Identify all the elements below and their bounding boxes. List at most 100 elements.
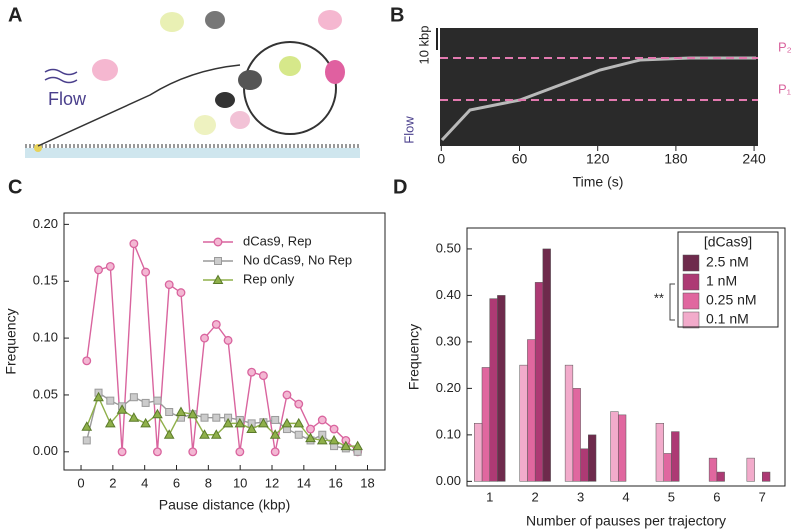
data-point bbox=[270, 447, 280, 457]
schematic bbox=[25, 10, 360, 158]
bar bbox=[580, 448, 589, 482]
x-tick-label: 10 bbox=[233, 475, 247, 490]
legend-label: No dCas9, No Rep bbox=[243, 252, 352, 267]
flow-label: Flow bbox=[401, 116, 416, 144]
y-tick-label: 0.30 bbox=[436, 333, 461, 348]
series-line bbox=[86, 243, 359, 453]
data-point bbox=[129, 239, 139, 249]
data-point bbox=[352, 440, 363, 451]
bar bbox=[497, 295, 506, 482]
panel-label: C bbox=[8, 176, 22, 198]
panel-label: A bbox=[8, 4, 22, 26]
data-point bbox=[187, 408, 199, 419]
data-point bbox=[140, 417, 151, 428]
data-point bbox=[200, 333, 209, 343]
x-tick-label: 180 bbox=[664, 151, 688, 167]
data-point bbox=[176, 288, 186, 298]
data-point bbox=[152, 408, 163, 419]
legend-swatch bbox=[682, 254, 700, 272]
x-tick-label: 6 bbox=[173, 475, 180, 490]
data-point bbox=[81, 421, 93, 431]
x-tick-label: 4 bbox=[622, 489, 629, 504]
y-axis-label: Frequency bbox=[406, 324, 422, 390]
x-tick-label: 60 bbox=[512, 151, 528, 167]
data-point bbox=[306, 424, 315, 434]
x-axis-label: Number of pauses per trajectory bbox=[526, 513, 726, 529]
y-axis-label: Frequency bbox=[3, 308, 19, 374]
x-tick-label: 1 bbox=[486, 489, 493, 504]
data-point bbox=[210, 429, 222, 439]
data-point bbox=[153, 396, 162, 405]
plot-frame bbox=[466, 227, 786, 487]
kymograph bbox=[440, 28, 758, 146]
data-point bbox=[129, 393, 138, 402]
legend-label: dCas9, Rep bbox=[243, 233, 312, 248]
x-tick-label: 240 bbox=[742, 151, 766, 167]
x-tick-label: 12 bbox=[265, 475, 279, 490]
flow-label: Flow bbox=[48, 89, 87, 109]
y-tick-label: 0.20 bbox=[33, 216, 58, 231]
x-tick-label: 8 bbox=[205, 475, 212, 490]
bar bbox=[663, 453, 672, 482]
bar bbox=[746, 457, 755, 482]
data-point bbox=[247, 367, 257, 377]
bar bbox=[534, 282, 544, 482]
data-point bbox=[175, 406, 187, 417]
data-point bbox=[104, 417, 116, 428]
data-point bbox=[188, 447, 198, 457]
panel-label: D bbox=[393, 176, 407, 198]
data-point bbox=[305, 432, 316, 443]
legend-label: 1 nM bbox=[706, 273, 737, 289]
data-point bbox=[94, 265, 103, 275]
data-point bbox=[282, 390, 292, 400]
bracket bbox=[669, 283, 675, 321]
legend-box bbox=[677, 231, 779, 328]
data-point bbox=[246, 423, 257, 434]
x-tick-label: 4 bbox=[141, 475, 148, 490]
bar bbox=[489, 298, 498, 482]
data-point bbox=[211, 319, 221, 329]
y-tick-label: 0.15 bbox=[33, 273, 58, 288]
x-tick-label: 3 bbox=[577, 489, 584, 504]
annotation: ** bbox=[654, 290, 664, 305]
legend-swatch bbox=[682, 292, 700, 310]
x-axis-label: Pause distance (kbp) bbox=[159, 497, 291, 513]
x-tick-label: 6 bbox=[713, 489, 720, 504]
x-tick-label: 14 bbox=[297, 475, 311, 490]
panel-label: B bbox=[390, 4, 404, 26]
data-point bbox=[117, 447, 127, 457]
p1-label: P₁ bbox=[778, 81, 792, 96]
bar bbox=[527, 339, 536, 482]
bar bbox=[542, 248, 551, 482]
y-tick-label: 0.00 bbox=[33, 443, 58, 458]
bar bbox=[519, 364, 528, 482]
x-tick-label: 0 bbox=[77, 475, 84, 490]
bar bbox=[572, 388, 581, 482]
x-tick-label: 120 bbox=[586, 151, 610, 167]
legend-swatch bbox=[682, 273, 700, 291]
data-point bbox=[93, 391, 104, 402]
bar bbox=[564, 364, 574, 482]
data-point bbox=[271, 415, 280, 424]
legend-label: 2.5 nM bbox=[706, 254, 749, 270]
data-point bbox=[294, 399, 304, 409]
series-line bbox=[86, 391, 358, 453]
data-point bbox=[165, 408, 174, 417]
y-tick-label: 0.50 bbox=[436, 240, 461, 255]
y-tick-label: 0.10 bbox=[33, 330, 58, 345]
y-tick-label: 0.05 bbox=[33, 386, 58, 401]
data-point bbox=[82, 436, 91, 445]
data-point bbox=[281, 417, 293, 428]
x-tick-label: 18 bbox=[360, 475, 374, 490]
data-point bbox=[141, 267, 151, 277]
bar bbox=[481, 367, 490, 482]
data-point bbox=[234, 417, 246, 428]
legend-marker bbox=[214, 257, 222, 265]
series-line bbox=[86, 395, 358, 447]
bar bbox=[708, 457, 718, 482]
y-tick-label: 0.40 bbox=[436, 287, 461, 302]
y-tick-label: 0.10 bbox=[436, 426, 461, 441]
data-point bbox=[235, 447, 245, 457]
data-point bbox=[269, 429, 281, 439]
